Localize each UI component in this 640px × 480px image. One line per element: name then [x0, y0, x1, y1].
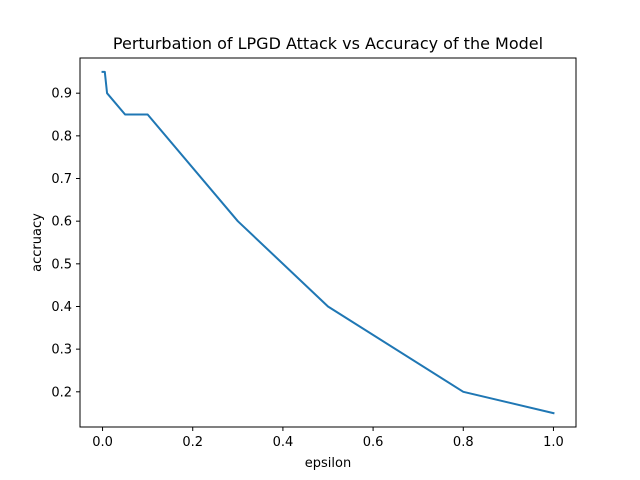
chart-title: Perturbation of LPGD Attack vs Accuracy … [113, 34, 543, 53]
y-tick-label: 0.3 [51, 343, 72, 358]
x-tick-label: 0.6 [363, 435, 384, 450]
accuracy-series-line [101, 70, 555, 415]
y-axis-ticks: 0.2 0.3 0.4 0.5 0.6 0.7 0.8 0.9 [51, 87, 80, 400]
y-tick-label: 0.7 [51, 172, 72, 187]
y-tick-label: 0.5 [51, 257, 72, 272]
y-tick-label: 0.9 [51, 87, 72, 102]
y-axis-label: accruacy [30, 213, 45, 272]
x-tick-label: 0.8 [453, 435, 474, 450]
x-axis-label: epsilon [305, 456, 351, 471]
x-tick-label: 0.2 [182, 435, 203, 450]
x-tick-label: 0.4 [273, 435, 294, 450]
y-tick-label: 0.8 [51, 129, 72, 144]
x-tick-label: 0.0 [92, 435, 113, 450]
y-tick-label: 0.6 [51, 215, 72, 230]
y-tick-label: 0.2 [51, 385, 72, 400]
x-axis-ticks: 0.0 0.2 0.4 0.6 0.8 1.0 [92, 427, 564, 450]
series-layer [101, 70, 555, 415]
axes-frame [79, 57, 577, 428]
x-tick-label: 1.0 [543, 435, 564, 450]
y-tick-label: 0.4 [51, 300, 72, 315]
plot-area [79, 57, 577, 428]
